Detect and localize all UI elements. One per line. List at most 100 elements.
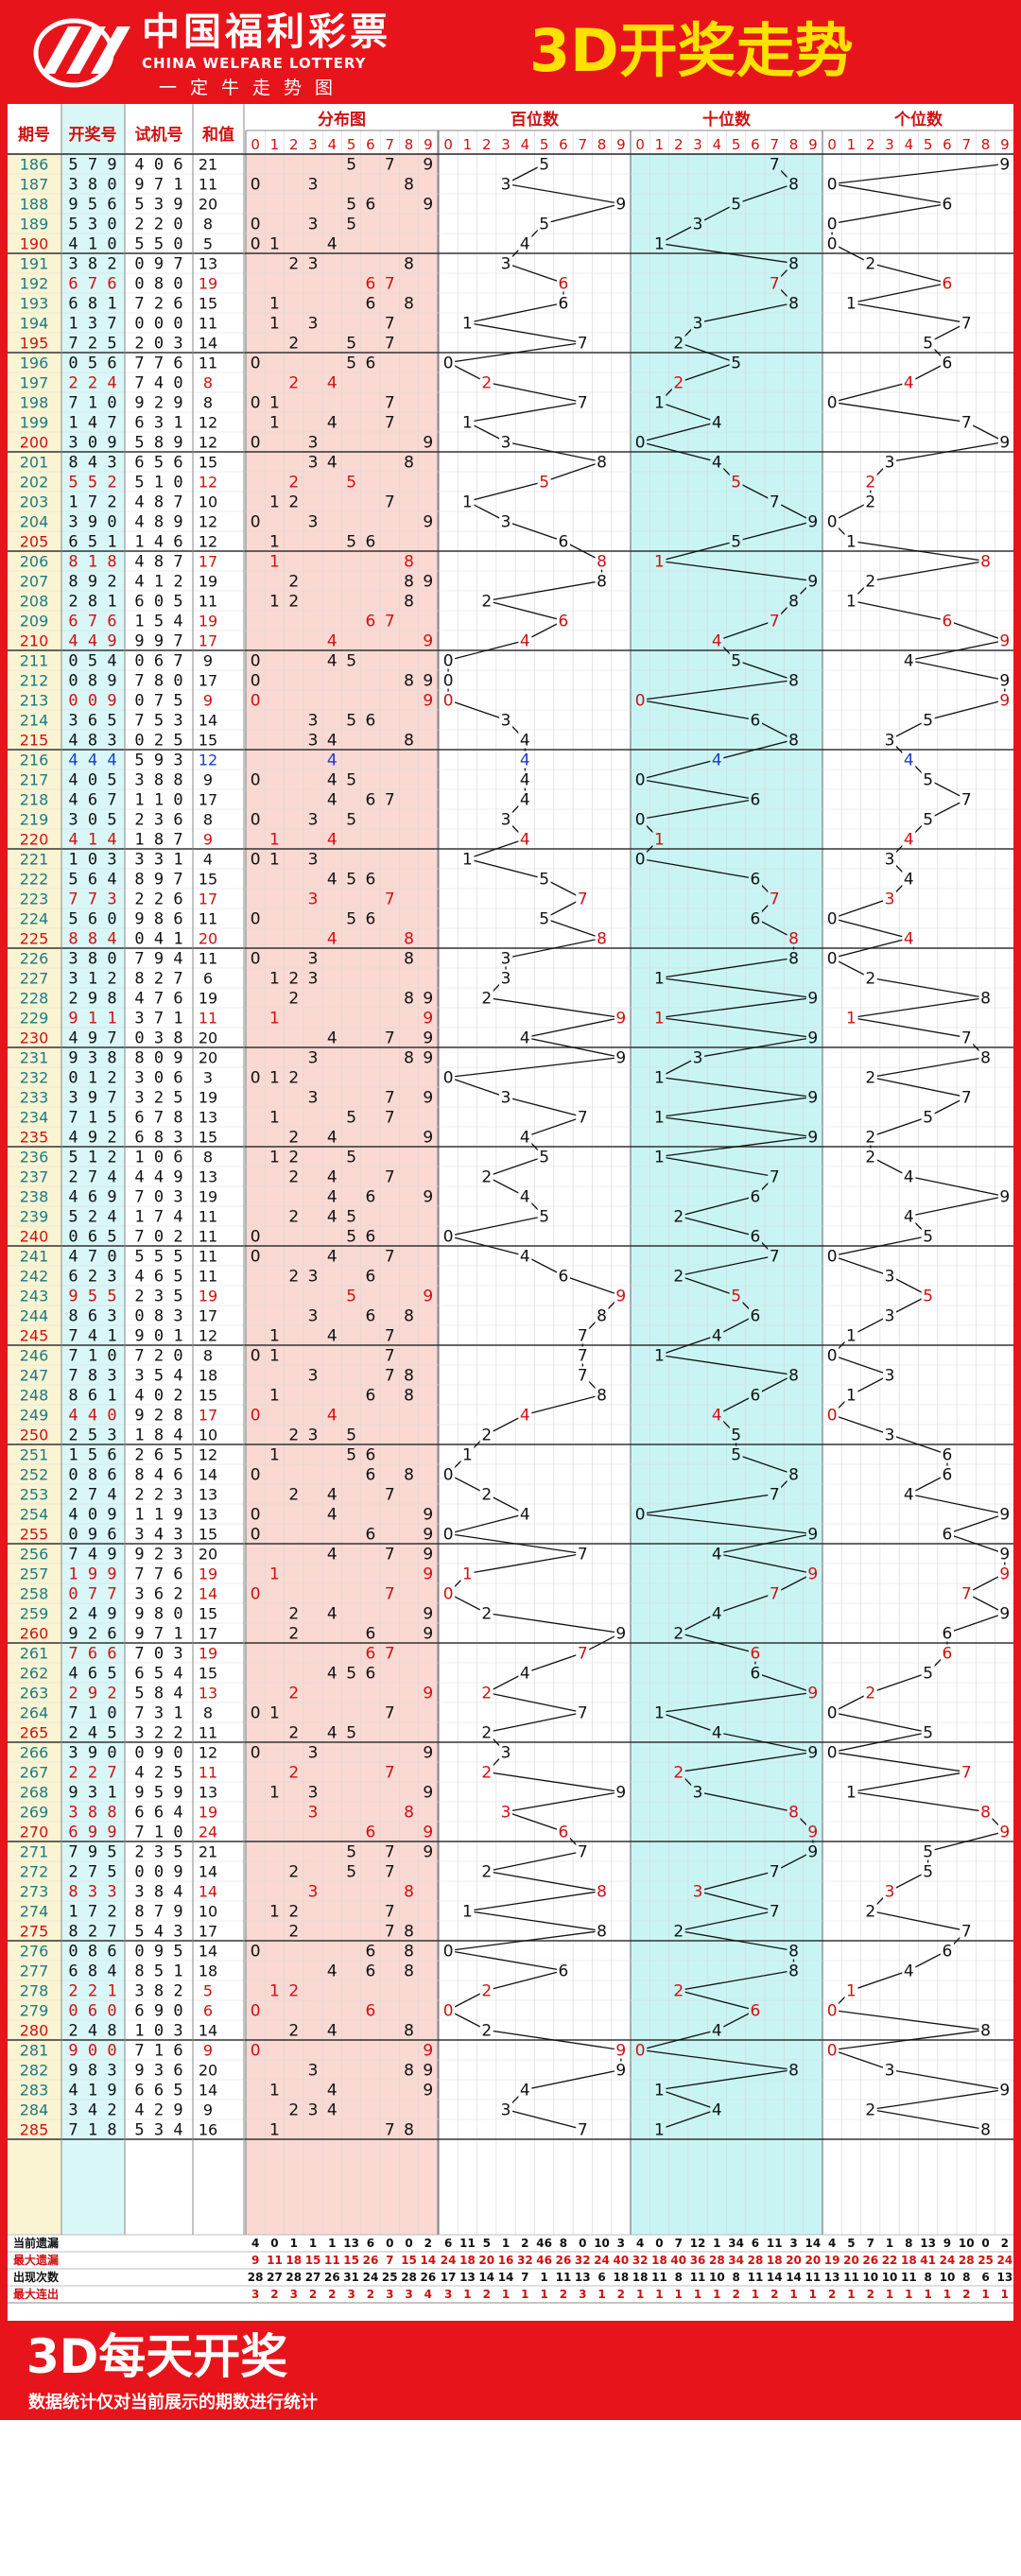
period-number: 243 <box>20 1288 49 1305</box>
trend-point-units: 6 <box>943 275 953 294</box>
trial-number: 8 5 1 <box>134 1962 182 1981</box>
trend-point-bg <box>614 1048 628 1066</box>
dist-digit: 9 <box>423 1744 433 1763</box>
trend-point-bg <box>729 1445 743 1463</box>
dist-digit: 1 <box>269 1982 280 2001</box>
trend-point-hundreds: 9 <box>615 196 626 215</box>
trend-point-bg <box>960 1088 974 1106</box>
trend-point-bg <box>652 234 666 252</box>
stats-value: 25 <box>382 2271 398 2284</box>
stats-label: 出现次数 <box>13 2270 60 2284</box>
period-number: 206 <box>20 553 49 571</box>
trend-point-units: 7 <box>961 1089 972 1108</box>
dist-digit: 6 <box>366 1228 376 1247</box>
dist-digit: 2 <box>288 1903 299 1922</box>
stats-value: 1 <box>521 2288 528 2301</box>
trend-point-units: 7 <box>961 1029 972 1048</box>
draw-number: 3 0 9 <box>68 434 116 453</box>
trend-point-bg <box>710 453 724 471</box>
sum-value: 19 <box>199 990 217 1008</box>
digit-header: 2 <box>289 136 299 153</box>
dist-digit: 0 <box>251 672 261 691</box>
sum-value: 20 <box>199 2062 217 2080</box>
dist-digit: 4 <box>327 1962 337 1981</box>
stats-value: 2 <box>962 2288 970 2301</box>
digit-header: 8 <box>405 136 414 153</box>
period-number: 232 <box>20 1069 49 1087</box>
trend-point-bg <box>460 850 475 868</box>
period-number: 197 <box>20 374 49 392</box>
period-number: 274 <box>20 1903 49 1921</box>
trial-number: 4 8 7 <box>134 493 182 512</box>
trend-point-units: 2 <box>865 255 875 274</box>
trend-point-bg <box>576 1545 590 1563</box>
period-number: 241 <box>20 1248 49 1266</box>
sum-value: 12 <box>199 434 217 452</box>
draw-number: 6 9 9 <box>68 1824 116 1842</box>
dist-digit: 0 <box>251 1585 261 1604</box>
trend-point-bg <box>805 1128 820 1146</box>
stats-value: 41 <box>920 2254 936 2267</box>
draw-number: 6 5 1 <box>68 533 116 552</box>
stats-value: 18 <box>651 2254 667 2267</box>
trend-point-bg <box>787 1465 801 1483</box>
trend-point-bg <box>441 1942 456 1960</box>
dist-digit: 9 <box>423 2042 433 2061</box>
dist-digit: 1 <box>269 295 280 314</box>
draw-number: 1 9 9 <box>68 1565 116 1584</box>
trend-point-tens: 0 <box>635 434 646 453</box>
stats-value: 6 <box>981 2271 989 2284</box>
stats-value: 3 <box>251 2288 259 2301</box>
dist-digit: 9 <box>423 672 433 691</box>
period-number: 282 <box>20 2062 49 2080</box>
dist-digit: 8 <box>404 1387 414 1406</box>
dist-digit: 4 <box>327 1605 337 1624</box>
trend-point-bg <box>556 612 570 630</box>
trial-number: 2 3 5 <box>134 1288 182 1306</box>
trend-point-tens: 9 <box>807 1089 818 1108</box>
period-number: 187 <box>20 176 49 194</box>
dist-digit: 9 <box>423 1565 433 1584</box>
draw-number: 3 0 5 <box>68 811 116 830</box>
stats-value: 18 <box>632 2271 649 2284</box>
trend-point-bg <box>537 155 551 173</box>
period-number: 285 <box>20 2121 49 2139</box>
trend-point-bg <box>883 850 897 868</box>
stats-value: 14 <box>498 2271 514 2284</box>
dist-digit: 1 <box>269 851 280 870</box>
trend-point-bg <box>671 334 685 352</box>
dist-digit: 8 <box>404 176 414 195</box>
stats-value: 2 <box>424 2237 432 2250</box>
sum-value: 12 <box>199 533 217 551</box>
period-number: 281 <box>20 2042 49 2060</box>
stats-value: 26 <box>324 2271 340 2284</box>
trial-number: 6 5 4 <box>134 1665 182 1684</box>
trend-point-bg <box>441 1525 456 1543</box>
trial-number: 1 1 0 <box>134 791 182 810</box>
dist-digit: 2 <box>288 1724 299 1743</box>
trend-point-bg <box>844 1386 858 1404</box>
trend-point-hundreds: 3 <box>501 811 511 830</box>
period-number: 196 <box>20 354 49 372</box>
trial-number: 4 6 5 <box>134 1268 182 1287</box>
trend-point-bg <box>710 1604 724 1622</box>
trend-point-bg <box>768 1902 782 1920</box>
trend-point-tens: 5 <box>731 196 741 215</box>
dist-digit: 4 <box>327 930 337 949</box>
sum-value: 15 <box>199 1526 217 1544</box>
trial-number: 7 0 3 <box>134 1188 182 1207</box>
draw-number: 7 4 9 <box>68 1546 116 1565</box>
dist-digit: 2 <box>288 1268 299 1287</box>
dist-digit: 2 <box>288 1982 299 2001</box>
trend-point-tens: 4 <box>712 2101 722 2120</box>
draw-number: 0 5 6 <box>68 354 116 373</box>
digit-header: 1 <box>655 136 665 153</box>
trend-point-bg <box>499 1803 513 1821</box>
stats-value: 28 <box>748 2254 764 2267</box>
stats-value: 2 <box>483 2288 491 2301</box>
stats-value: 32 <box>517 2254 533 2267</box>
trend-point-units: 2 <box>865 1903 875 1922</box>
digit-header: 1 <box>847 136 857 153</box>
stats-value: 0 <box>405 2237 412 2250</box>
trend-point-units: 1 <box>846 593 857 612</box>
